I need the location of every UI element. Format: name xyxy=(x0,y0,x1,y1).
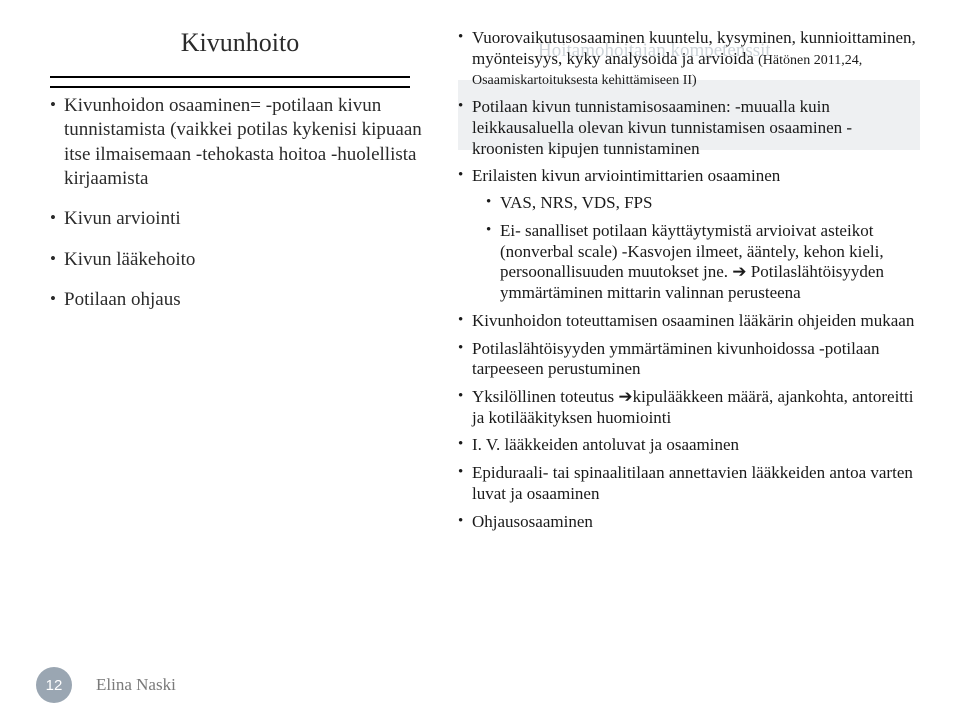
left-title: Kivunhoito xyxy=(50,28,430,58)
right-item: Potilaslähtöisyyden ymmärtäminen kivunho… xyxy=(458,339,920,380)
right-subitem: Ei- sanalliset potilaan käyttäytymistä a… xyxy=(486,221,920,304)
left-item: Kivunhoidon osaaminen= -potilaan kivun t… xyxy=(50,94,430,191)
footer: 12 Elina Naski xyxy=(36,667,176,703)
right-item: Kivunhoidon toteuttamisen osaaminen lääk… xyxy=(458,311,920,332)
right-item: Yksilöllinen toteutus ➔kipulääkkeen määr… xyxy=(458,387,920,428)
right-item-text: Erilaisten kivun arviointimittarien osaa… xyxy=(472,166,780,185)
left-column: Kivunhoito Kivunhoidon osaaminen= -potil… xyxy=(50,28,430,539)
left-item: Kivun arviointi xyxy=(50,207,430,231)
right-item: Vuorovaikutusosaaminen kuuntelu, kysymin… xyxy=(458,28,920,90)
right-item: Epiduraali- tai spinaalitilaan annettavi… xyxy=(458,463,920,504)
right-sublist: VAS, NRS, VDS, FPS Ei- sanalliset potila… xyxy=(486,193,920,304)
right-item: Ohjausosaaminen xyxy=(458,512,920,533)
right-item: Erilaisten kivun arviointimittarien osaa… xyxy=(458,166,920,303)
right-list: Vuorovaikutusosaaminen kuuntelu, kysymin… xyxy=(458,28,920,532)
right-item: Potilaan kivun tunnistamisosaaminen: -mu… xyxy=(458,97,920,159)
columns: Kivunhoito Kivunhoidon osaaminen= -potil… xyxy=(50,28,920,539)
slide: Kivunhoito Kivunhoidon osaaminen= -potil… xyxy=(0,0,960,723)
left-item: Kivun lääkehoito xyxy=(50,248,430,272)
right-column: Hoitamohoitajan kompetenssit Vuorovaikut… xyxy=(458,28,920,539)
left-item: Potilaan ohjaus xyxy=(50,288,430,312)
divider-1 xyxy=(50,76,410,78)
author-name: Elina Naski xyxy=(96,675,176,695)
right-subitem: VAS, NRS, VDS, FPS xyxy=(486,193,920,214)
left-list: Kivunhoidon osaaminen= -potilaan kivun t… xyxy=(50,94,430,312)
divider-2 xyxy=(50,86,410,88)
right-item: I. V. lääkkeiden antoluvat ja osaaminen xyxy=(458,435,920,456)
page-number-badge: 12 xyxy=(36,667,72,703)
